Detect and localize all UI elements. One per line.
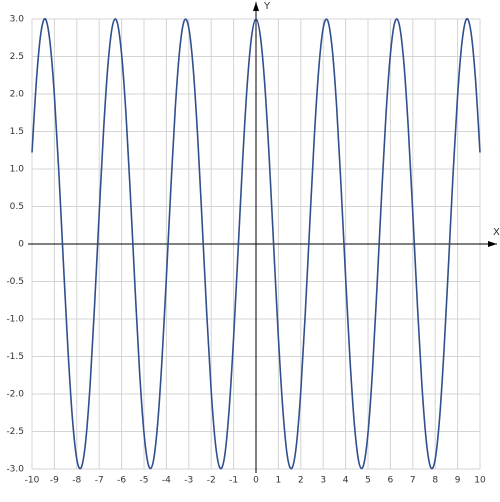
x-tick-label: -1	[229, 476, 238, 486]
y-tick-label: -3.0	[6, 465, 24, 475]
x-tick-label: 3	[320, 476, 326, 486]
x-tick-label: -6	[117, 476, 126, 486]
x-tick-label: 10	[474, 476, 486, 486]
y-axis-label: Y	[263, 1, 271, 12]
y-tick-label: 3.0	[10, 15, 25, 25]
x-tick-label: 5	[365, 476, 371, 486]
x-tick-label: -2	[207, 476, 216, 486]
x-tick-label: 0	[253, 476, 259, 486]
x-axis-label: X	[493, 227, 500, 238]
x-tick-label: 6	[388, 476, 394, 486]
y-tick-label: 1.5	[10, 127, 24, 137]
x-tick-label: -10	[25, 476, 40, 486]
x-tick-label: 2	[298, 476, 304, 486]
curve	[31, 17, 481, 470]
y-tick-label: -1.0	[6, 315, 24, 325]
y-tick-label: -2.5	[6, 427, 24, 437]
y-tick-label: 2.0	[10, 90, 25, 100]
y-tick-label: -1.5	[6, 352, 24, 362]
y-tick-label: 2.5	[10, 52, 24, 62]
y-tick-label: -2.0	[6, 390, 24, 400]
x-tick-label: -4	[162, 476, 171, 486]
x-tick-label: 1	[276, 476, 282, 486]
x-tick-label: -5	[140, 476, 149, 486]
y-tick-label: 0	[18, 240, 24, 250]
x-tick-label: 7	[410, 476, 416, 486]
x-tick-label: 9	[455, 476, 461, 486]
y-tick-label: 0.5	[10, 202, 24, 212]
x-tick-label: -9	[50, 476, 59, 486]
x-tick-label: 8	[432, 476, 438, 486]
axes	[28, 2, 497, 473]
x-tick-label: -7	[95, 476, 104, 486]
y-tick-label: 1.0	[10, 165, 25, 175]
y-tick-label: -0.5	[6, 277, 24, 287]
y-axis-arrow	[253, 2, 259, 11]
x-tick-label: -8	[72, 476, 81, 486]
x-tick-label: 4	[343, 476, 349, 486]
x-tick-label: -3	[184, 476, 193, 486]
x-axis-arrow	[488, 241, 497, 247]
